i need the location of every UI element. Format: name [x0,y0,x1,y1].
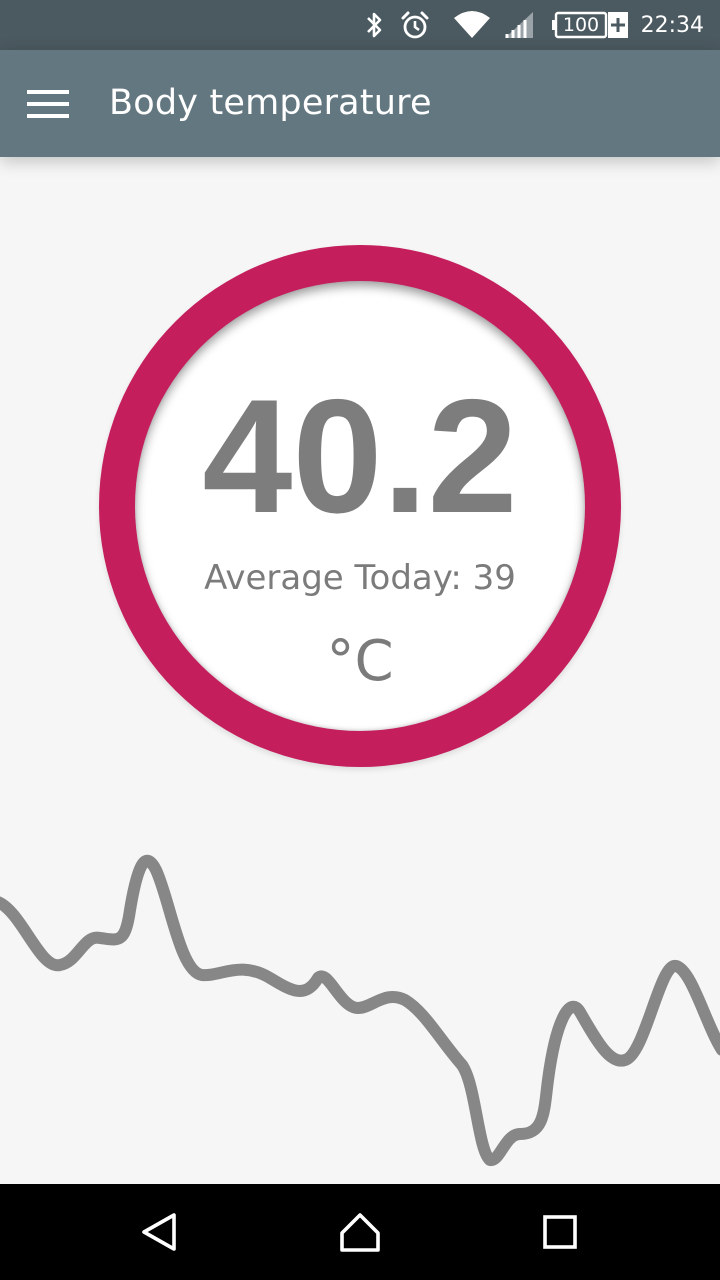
battery-level: 100 [562,14,600,36]
home-button[interactable] [325,1200,395,1264]
average-today-label: Average Today: 39 [204,558,516,598]
gauge-face [135,281,585,731]
menu-icon [27,90,69,118]
battery-icon [550,0,630,50]
temperature-unit: °C [326,629,394,694]
back-button[interactable] [125,1200,195,1264]
status-bar: 100 22:34 [0,0,720,50]
temperature-trend-line [0,854,720,1166]
page-title: Body temperature [109,83,432,123]
recents-icon [543,1215,577,1249]
temperature-value: 40.2 [202,366,518,547]
status-time: 22:34 [640,12,704,38]
app-bar: Body temperature [0,50,720,157]
alarm-icon [398,0,432,50]
menu-button[interactable] [18,75,78,133]
wifi-icon [452,0,492,50]
navigation-bar [0,1184,720,1280]
back-icon [142,1213,176,1251]
temperature-gauge-ring [99,245,621,767]
cell-signal-icon [502,0,536,50]
recents-button[interactable] [525,1200,595,1264]
bluetooth-icon [360,0,388,50]
home-icon [340,1213,380,1252]
